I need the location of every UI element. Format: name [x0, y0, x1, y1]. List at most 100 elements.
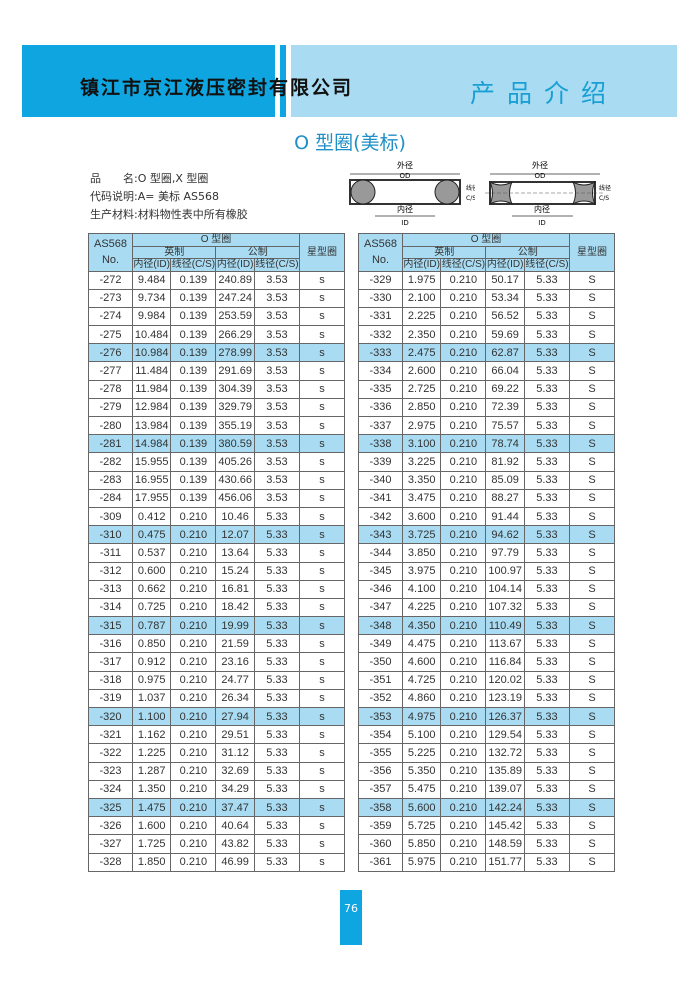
- table-row: -358 5.600 0.210 142.24 5.33 S: [358, 797, 615, 818]
- oring-header: O 型圈: [132, 233, 300, 247]
- table-cell: 5.33: [523, 543, 571, 563]
- table-row: -352 4.860 0.210 123.19 5.33 S: [358, 688, 615, 709]
- as568-header: AS568 No.: [358, 233, 403, 272]
- table-cell: -329: [358, 270, 403, 290]
- table-row: -277 11.484 0.139 291.69 3.53 s: [88, 361, 345, 381]
- table-cell: -320: [88, 706, 133, 727]
- table-cell: 0.210: [440, 816, 487, 836]
- table-cell: 5.33: [523, 597, 571, 618]
- table-cell: 5.33: [253, 616, 301, 636]
- table-cell: s: [299, 816, 345, 836]
- table-cell: 0.210: [440, 415, 487, 436]
- table-row: -336 2.850 0.210 72.39 5.33 S: [358, 397, 615, 418]
- table-cell: 0.210: [170, 652, 217, 672]
- star-ring-header: 星型圈: [569, 233, 615, 272]
- table-cell: 5.33: [523, 852, 571, 872]
- table-cell: 0.210: [170, 579, 217, 599]
- table-cell: S: [569, 306, 615, 327]
- table-cell: 3.725: [401, 525, 442, 545]
- table-row: -309 0.412 0.210 10.46 5.33 s: [88, 506, 345, 527]
- table-cell: 0.210: [440, 325, 487, 345]
- table-cell: S: [569, 743, 615, 763]
- table-cell: 5.33: [253, 543, 301, 563]
- table-cell: -314: [88, 597, 133, 618]
- table-cell: -334: [358, 361, 403, 381]
- table-cell: 13.984: [131, 415, 172, 436]
- table-cell: 5.475: [401, 779, 442, 799]
- table-cell: 24.77: [215, 670, 255, 690]
- table-cell: 0.210: [440, 834, 487, 854]
- table-cell: 1.475: [131, 797, 172, 818]
- table-cell: -352: [358, 688, 403, 709]
- cs-header: 线径(C/S): [440, 258, 487, 272]
- table-cell: 0.210: [170, 743, 217, 763]
- table-row: -320 1.100 0.210 27.94 5.33 s: [88, 706, 345, 727]
- table-cell: 5.33: [523, 452, 571, 472]
- table-cell: 5.33: [523, 361, 571, 381]
- table-cell: -343: [358, 525, 403, 545]
- table-cell: 23.16: [215, 652, 255, 672]
- cs-header: 线径(C/S): [523, 258, 571, 272]
- table-cell: 0.210: [170, 761, 217, 781]
- table-cell: 5.600: [401, 797, 442, 818]
- table-cell: 12.07: [215, 525, 255, 545]
- table-cell: -332: [358, 325, 403, 345]
- imperial-header: 英制: [131, 245, 217, 259]
- table-cell: 5.33: [523, 506, 571, 527]
- company-name: 镇江市京江液压密封有限公司: [80, 77, 354, 99]
- table-cell: 5.33: [523, 561, 571, 581]
- table-cell: S: [569, 706, 615, 727]
- table-row: -273 9.734 0.139 247.24 3.53 s: [88, 288, 345, 308]
- table-cell: 278.99: [215, 343, 255, 363]
- table-cell: -318: [88, 670, 133, 690]
- table-cell: 0.210: [440, 343, 487, 363]
- table-cell: 247.24: [215, 288, 255, 308]
- table-cell: 4.350: [401, 616, 442, 636]
- table-cell: 3.53: [253, 361, 301, 381]
- table-cell: 4.600: [401, 652, 442, 672]
- table-cell: 0.139: [170, 452, 217, 472]
- cs-label: C/S: [466, 195, 475, 202]
- table-cell: S: [569, 506, 615, 527]
- table-cell: -323: [88, 761, 133, 781]
- table-row: -282 15.955 0.139 405.26 3.53 s: [88, 452, 345, 472]
- table-cell: s: [299, 597, 345, 618]
- table-cell: 97.79: [485, 543, 525, 563]
- table-cell: -328: [88, 852, 133, 872]
- table-cell: 5.33: [253, 852, 301, 872]
- table-cell: S: [569, 761, 615, 781]
- table-cell: 14.984: [131, 434, 172, 454]
- metric-header: 公制: [215, 245, 300, 259]
- table-cell: -331: [358, 306, 403, 327]
- table-cell: -340: [358, 470, 403, 490]
- table-cell: 10.984: [131, 343, 172, 363]
- table-cell: -321: [88, 725, 133, 745]
- table-cell: -326: [88, 816, 133, 836]
- table-cell: 0.725: [131, 597, 172, 618]
- table-cell: s: [299, 415, 345, 436]
- table-row: -354 5.100 0.210 129.54 5.33 S: [358, 725, 615, 745]
- table-cell: s: [299, 361, 345, 381]
- table-cell: 0.210: [440, 306, 487, 327]
- table-cell: 5.33: [523, 688, 571, 709]
- table-cell: 0.210: [440, 725, 487, 745]
- table-cell: -361: [358, 852, 403, 872]
- right-size-table: AS568 No. O 型圈 星型圈 英制 公制 内径(ID) 线径(C/S) 内径(I…: [358, 233, 615, 872]
- table-cell: 21.59: [215, 634, 255, 654]
- table-row: -333 2.475 0.210 62.87 5.33 S: [358, 343, 615, 363]
- table-cell: 0.139: [170, 488, 217, 508]
- table-cell: 0.210: [440, 597, 487, 618]
- table-cell: S: [569, 488, 615, 508]
- table-cell: 5.225: [401, 743, 442, 763]
- table-cell: 2.725: [401, 379, 442, 399]
- table-row: -335 2.725 0.210 69.22 5.33 S: [358, 379, 615, 399]
- table-cell: 0.210: [170, 506, 217, 527]
- table-cell: 0.210: [170, 561, 217, 581]
- table-cell: 5.33: [523, 525, 571, 545]
- table-cell: 430.66: [215, 470, 255, 490]
- table-cell: -355: [358, 743, 403, 763]
- table-cell: 69.22: [485, 379, 525, 399]
- table-row: -350 4.600 0.210 116.84 5.33 S: [358, 652, 615, 672]
- table-cell: S: [569, 434, 615, 454]
- table-cell: -354: [358, 725, 403, 745]
